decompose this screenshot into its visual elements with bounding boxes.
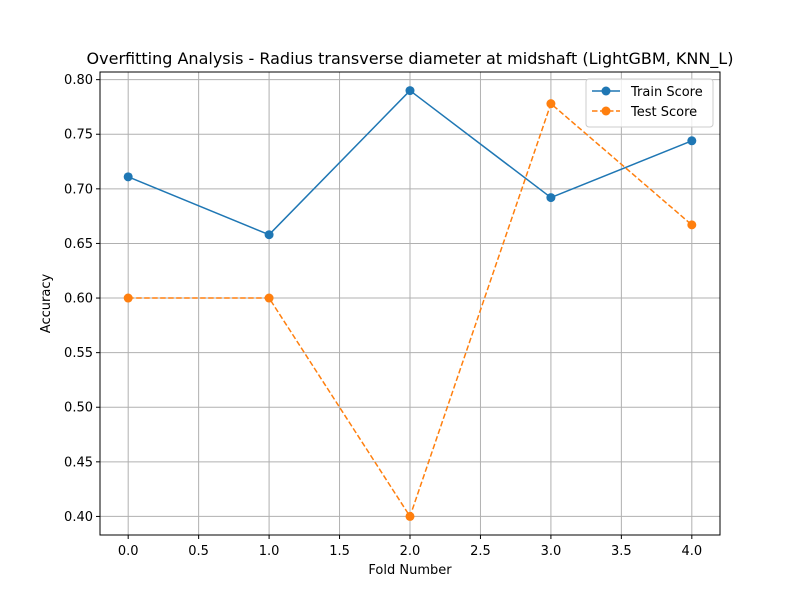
x-tick-label: 0.5 (188, 544, 209, 559)
y-tick-label: 0.45 (64, 455, 93, 470)
x-tick-label: 2.5 (470, 544, 491, 559)
y-tick-label: 0.60 (64, 292, 93, 307)
y-tick-label: 0.40 (64, 510, 93, 525)
x-axis-label: Fold Number (368, 563, 452, 578)
data-point-train-score (687, 136, 696, 145)
data-point-test-score (124, 294, 133, 303)
y-tick-label: 0.70 (64, 182, 93, 197)
x-tick-label: 0.0 (118, 544, 139, 559)
legend-label-train: Train Score (630, 85, 703, 100)
data-point-train-score (265, 230, 274, 239)
y-axis-label: Accuracy (39, 274, 54, 334)
y-tick-label: 0.80 (64, 73, 93, 88)
x-tick-label: 4.0 (681, 544, 702, 559)
data-point-train-score (546, 193, 555, 202)
x-tick-label: 1.5 (329, 544, 350, 559)
data-point-test-score (265, 294, 274, 303)
x-tick-label: 3.5 (611, 544, 632, 559)
legend-marker-test (602, 107, 611, 116)
chart-title: Overfitting Analysis - Radius transverse… (87, 49, 734, 69)
legend-marker-train (602, 87, 611, 96)
x-tick-label: 1.0 (259, 544, 280, 559)
x-tick-label: 2.0 (400, 544, 421, 559)
y-tick-label: 0.65 (64, 237, 93, 252)
data-point-test-score (406, 512, 415, 521)
data-point-train-score (124, 172, 133, 181)
data-point-test-score (687, 220, 696, 229)
data-point-train-score (406, 86, 415, 95)
y-tick-label: 0.75 (64, 128, 93, 143)
data-point-test-score (546, 99, 555, 108)
legend-label-test: Test Score (630, 105, 697, 120)
x-tick-label: 3.0 (541, 544, 562, 559)
y-tick-label: 0.55 (64, 346, 93, 361)
legend: Train Score Test Score (586, 79, 713, 127)
y-tick-label: 0.50 (64, 401, 93, 416)
